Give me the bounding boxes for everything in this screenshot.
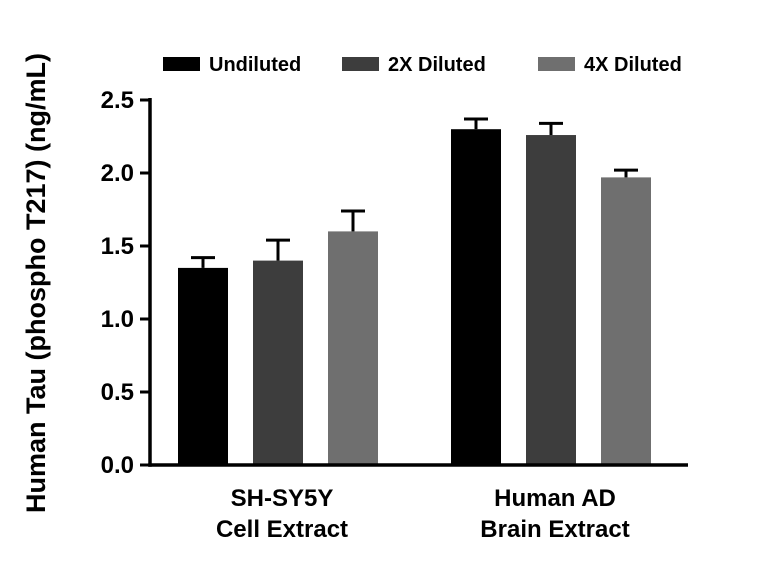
bar-4x-diluted-group2 [601, 177, 651, 465]
x-category-label-2-line1: Human AD [494, 485, 616, 512]
legend-swatch-1 [163, 57, 200, 71]
y-tick-label: 2.5 [101, 87, 134, 114]
y-tick-label: 1.5 [101, 233, 134, 260]
y-axis-label: Human Tau (phospho T217) (ng/mL) [21, 53, 51, 513]
x-category-label-1-line2: Cell Extract [216, 516, 348, 543]
legend-label-3: 4X Diluted [584, 54, 682, 76]
legend-label-1: Undiluted [209, 54, 301, 76]
y-tick-label: 2.0 [101, 160, 134, 187]
y-tick-label: 0.5 [101, 379, 134, 406]
bar-2x-diluted-group1 [253, 260, 303, 465]
y-tick-label: 1.0 [101, 306, 134, 333]
x-category-label-2-line2: Brain Extract [480, 516, 629, 543]
bar-4x-diluted-group1 [328, 231, 378, 465]
legend-swatch-3 [538, 57, 575, 71]
y-tick-label: 0.0 [101, 452, 134, 479]
bar-undiluted-group1 [178, 267, 228, 465]
bar-2x-diluted-group2 [526, 135, 576, 466]
x-category-label-1-line1: SH-SY5Y [231, 485, 334, 512]
bar-undiluted-group2 [451, 129, 501, 465]
legend-swatch-2 [342, 57, 379, 71]
legend-label-2: 2X Diluted [388, 54, 486, 76]
